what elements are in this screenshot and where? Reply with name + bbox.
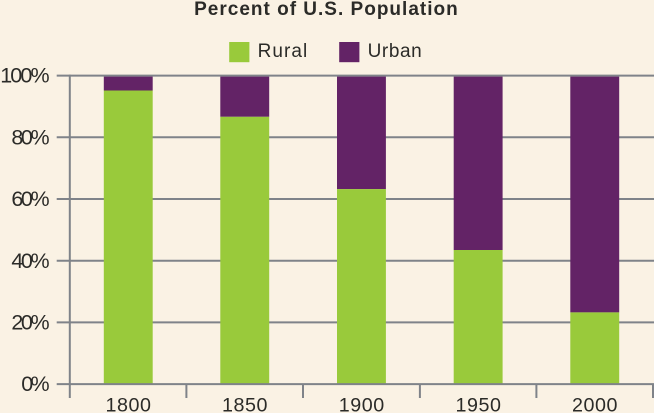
svg-text:Rural: Rural <box>258 41 308 62</box>
svg-text:1950: 1950 <box>455 395 501 413</box>
svg-text:60%: 60% <box>11 187 49 211</box>
svg-text:2000: 2000 <box>572 395 618 413</box>
svg-text:100%: 100% <box>0 64 49 88</box>
svg-text:Percent of U.S. Population: Percent of U.S. Population <box>194 0 458 20</box>
svg-text:1900: 1900 <box>339 395 385 413</box>
svg-text:0%: 0% <box>21 372 49 396</box>
svg-text:Urban: Urban <box>368 41 422 62</box>
svg-text:20%: 20% <box>11 311 49 335</box>
svg-text:1800: 1800 <box>105 395 151 413</box>
svg-text:40%: 40% <box>11 249 49 273</box>
svg-text:1850: 1850 <box>222 395 268 413</box>
svg-text:80%: 80% <box>11 125 49 149</box>
